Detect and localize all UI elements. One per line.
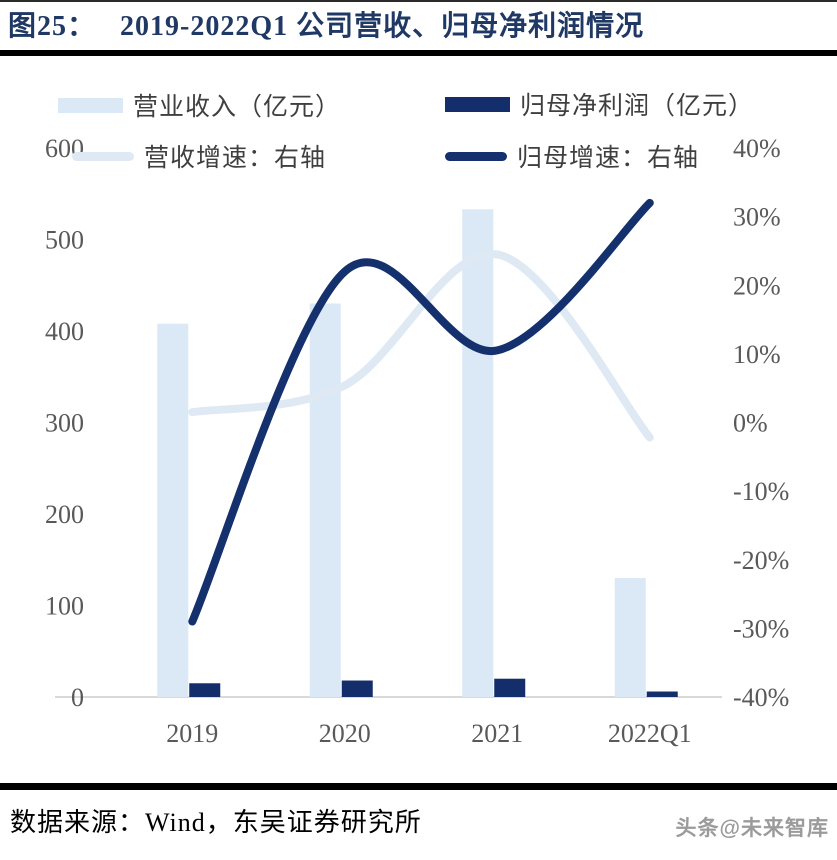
figure-title: 图25： 2019-2022Q1 公司营收、归母净利润情况 [8,4,829,50]
legend-item-profit-growth: 归母增速：右轴 [445,138,699,174]
legend-label-revenue-growth: 营收增速：右轴 [144,145,327,172]
right-axis-tick: 10% [733,340,781,369]
revenue-growth-line-swatch [72,151,134,161]
category-label: 2022Q1 [608,719,692,748]
footer: 数据来源：Wind，东吴证券研究所 头条@未来智库 [0,790,837,860]
category-label: 2020 [319,719,371,748]
right-axis-tick: 30% [733,203,781,232]
legend-label-profit-growth: 归母增速：右轴 [517,145,700,172]
revenue-bar [157,323,189,697]
category-label: 2021 [471,719,523,748]
data-source-text: 数据来源：Wind，东吴证券研究所 [10,808,422,837]
title-divider-rule [0,50,837,56]
combo-chart: 0100200300400500600-40%-30%-20%-10%0%10%… [45,134,789,748]
legend-item-revenue-growth: 营收增速：右轴 [72,138,326,174]
figure-number-label: 图25： [8,11,97,42]
legend-item-profit: 归母净利润（亿元） [445,86,754,122]
watermark-text: 头条@未来智库 [675,817,829,840]
footer-divider-rule [0,783,837,790]
legend-item-revenue: 营业收入（亿元） [58,87,341,123]
legend-label-revenue: 营业收入（亿元） [133,94,342,121]
category-label: 2019 [166,719,218,748]
right-axis-tick: -30% [733,614,789,643]
left-axis-tick: 400 [45,317,84,346]
revenue-bar [309,303,341,697]
revenue-bar [462,209,494,697]
left-axis-tick: 0 [71,683,84,712]
profit-growth-line-swatch [445,151,507,161]
left-axis-tick: 300 [45,409,84,438]
right-axis-tick: -10% [733,477,789,506]
right-axis-tick: -40% [733,683,789,712]
profit-bar [341,680,373,697]
chart-area: 0 100 200 300 400 500 600 -40% -30% -20% -10% 0% 10%… [0,56,837,783]
right-axis-tick: 40% [733,134,781,163]
figure-title-text: 2019-2022Q1 公司营收、归母净利润情况 [120,11,645,42]
right-axis-tick: 20% [733,271,781,300]
profit-growth-line [188,198,654,626]
left-axis-tick: 200 [45,500,84,529]
profit-bar [189,683,221,697]
right-axis-tick: -20% [733,546,789,575]
legend-label-profit: 归母净利润（亿元） [520,93,755,120]
revenue-bar-swatch [58,97,123,113]
right-axis-tick: 0% [733,409,768,438]
left-axis-tick: 500 [45,226,84,255]
profit-bar [494,678,526,697]
revenue-bar [614,578,646,697]
left-axis-tick: 100 [45,592,84,621]
profit-bar-swatch [445,96,510,112]
top-hairline [0,0,837,2]
profit-bar [646,691,678,697]
